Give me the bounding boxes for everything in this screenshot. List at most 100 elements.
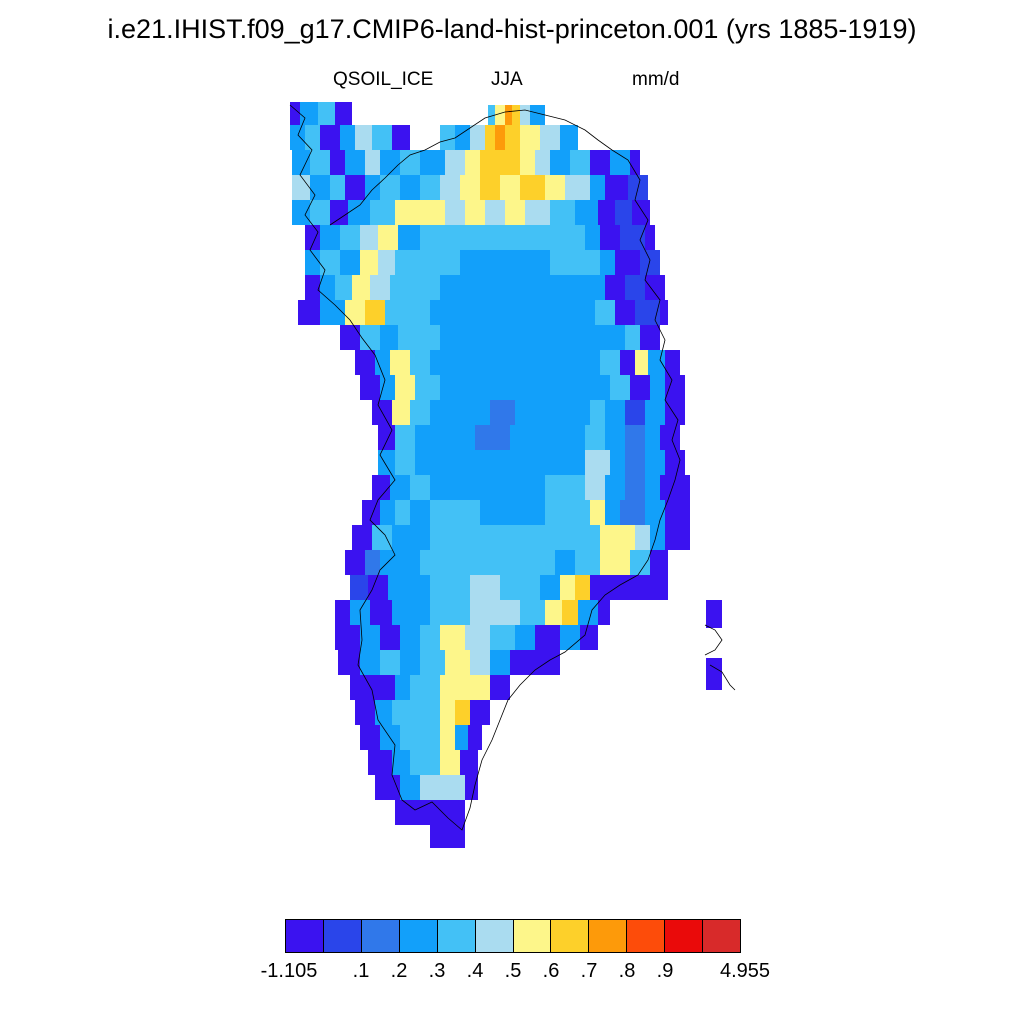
map-gridcell [470,650,490,675]
map-gridcell [605,175,628,200]
map-gridcell [620,350,635,375]
map-gridcell [635,525,650,550]
map-gridcell [520,275,560,300]
map-gridcell [352,525,372,550]
map-gridcell [540,575,560,600]
map-gridcell [338,650,360,675]
map-gridcell [380,175,400,200]
map-gridcell [585,475,605,500]
map-gridcell [560,125,578,150]
map-gridcell [298,300,320,325]
map-gridcell [490,400,515,425]
map-gridcell [440,700,455,725]
map-gridcell [410,750,440,775]
map-gridcell [420,550,470,575]
map-gridcell [510,425,560,450]
map-gridcell [345,300,365,325]
map-gridcell [630,150,640,175]
map-gridcell [410,275,440,300]
map-gridcell [625,325,640,350]
map-gridcell [575,550,600,575]
map-gridcell [370,200,395,225]
map-gridcell [575,575,590,600]
map-gridcell [335,625,360,650]
map-gridcell [400,775,420,800]
map-gridcell [375,350,390,375]
map-gridcell [355,125,372,150]
map-gridcell [405,575,430,600]
map-gridcell [380,375,395,400]
map-gridcell [330,150,345,175]
map-gridcell [470,275,520,300]
map-gridcell [465,150,480,175]
map-gridcell [395,425,415,450]
map-gridcell [605,325,625,350]
map-gridcell [580,350,600,375]
map-gridcell [615,200,632,225]
map-gridcell [340,325,360,350]
map-gridcell [378,225,398,250]
map-gridcell [580,250,600,275]
colorbar-tick-label: .5 [504,960,522,982]
map-gridcell [520,550,555,575]
map-gridcell [360,250,378,275]
map-gridcell [392,600,410,625]
map-gridcell [520,105,530,125]
map-gridcell [495,105,505,125]
map-gridcell [345,150,365,175]
map-gridcell [470,550,520,575]
map-gridcell [515,625,535,650]
map-gridcell [490,675,510,700]
map-gridcell [600,525,635,550]
map-gridcell [530,105,545,125]
colorbar-box [627,920,666,952]
map-gridcell [645,500,665,525]
map-gridcell [625,400,645,425]
map-gridcell [665,525,690,550]
map-gridcell [330,175,345,200]
map-gridcell [610,150,630,175]
map-gridcell [310,150,330,175]
map-gridcell [610,450,625,475]
colorbar-box [437,920,476,952]
map-gridcell [410,525,430,550]
map-gridcell [500,450,555,475]
map-gridcell [292,175,310,200]
map-gridcell [620,500,645,525]
map-gridcell [520,150,535,175]
map-gridcell [645,275,665,300]
map-gridcell [395,675,410,700]
map-gridcell [430,600,470,625]
map-gridcell [420,175,440,200]
map-gridcell [430,350,480,375]
map-gridcell [440,425,475,450]
map-gridcell [550,200,575,225]
map-gridcell [475,425,510,450]
map-gridcell [625,425,645,450]
map-gridcell [292,200,310,225]
map-gridcell [370,275,390,300]
colorbar-tick-label: 4.955 [719,960,771,982]
map-gridcell [355,350,375,375]
map-gridcell [500,225,530,250]
map-gridcell [340,225,360,250]
map-gridcell [645,400,665,425]
colorbar-tick-label: .3 [428,960,446,982]
map-gridcell [390,475,410,500]
colorbar-tick-label: .1 [352,960,370,982]
map-gridcell [706,600,722,628]
colorbar-box [361,920,400,952]
map-gridcell [410,475,430,500]
map-gridcell [360,625,380,650]
map-gridcell [470,125,485,150]
colorbar-tick-label: .9 [656,960,674,982]
map-gridcell [392,125,410,150]
map-gridcell [598,600,610,625]
map-gridcell [560,625,580,650]
map-gridcell [385,300,405,325]
map-gridcell [520,600,545,625]
map-gridcell [420,650,445,675]
map-gridcell [465,200,485,225]
map-gridcell [340,250,360,275]
map-gridcell [398,325,415,350]
